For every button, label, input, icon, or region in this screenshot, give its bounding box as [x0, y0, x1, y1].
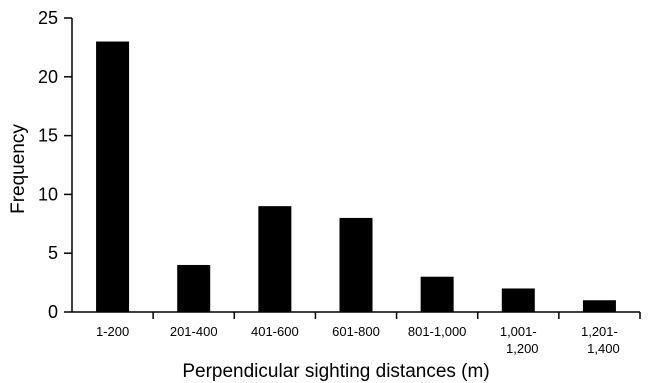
y-tick-label: 5 [48, 243, 58, 263]
bar [258, 206, 292, 312]
x-tick-label: 1-200 [96, 324, 129, 339]
y-ticks-group: 0 5 10 15 20 25 [38, 8, 72, 322]
y-tick-label: 15 [38, 126, 58, 146]
y-axis-title: Frequency [8, 124, 29, 214]
x-tick-label: 801-1,000 [408, 324, 467, 339]
bar [582, 300, 616, 312]
y-tick-label: 25 [38, 8, 58, 28]
x-ticks-group: 1-200 201-400 401-600 601-800 801-1,000 1,001… [96, 312, 641, 356]
x-tick-label: 1,200 [506, 341, 539, 356]
bar [501, 288, 535, 312]
y-tick-label: 20 [38, 67, 58, 87]
y-tick-label: 10 [38, 184, 58, 204]
bar [420, 276, 454, 312]
bars-group [96, 41, 616, 313]
y-tick-label: 0 [48, 302, 58, 322]
x-tick-label: 401-600 [251, 324, 299, 339]
bar [177, 264, 211, 312]
x-tick-label: 601-800 [332, 324, 380, 339]
x-tick-label: 201-400 [170, 324, 218, 339]
x-tick-label: 1,201- [581, 324, 618, 339]
bar [339, 217, 373, 312]
x-tick-label: 1,001- [500, 324, 537, 339]
x-tick-label: 1,400 [587, 341, 620, 356]
x-axis-title: Perpendicular sighting distances (m) [182, 361, 489, 382]
bar [96, 41, 130, 313]
